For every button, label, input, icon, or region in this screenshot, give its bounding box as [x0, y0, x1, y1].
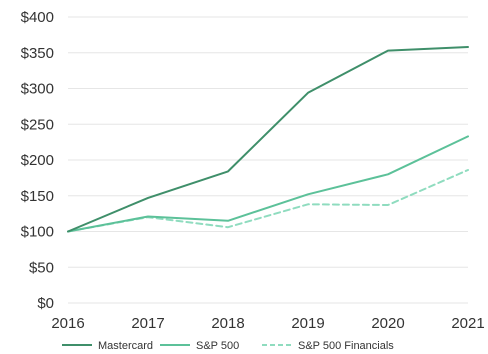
x-tick-label: 2021 — [451, 315, 484, 332]
x-tick-label: 2016 — [51, 315, 84, 332]
gridlines — [68, 16, 468, 304]
y-tick-label: $100 — [21, 224, 54, 241]
series-line-s-p-500 — [67, 135, 469, 233]
x-tick-label: 2019 — [291, 315, 324, 332]
series-lines — [67, 46, 469, 233]
legend: Mastercard S&P 500 S&P 500 Financials — [62, 340, 394, 352]
x-axis-ticks: 2016 2017 2018 2019 2020 2021 — [51, 315, 484, 332]
y-axis-ticks: $0 $50 $100 $150 $200 $250 $300 $350 $400 — [21, 9, 54, 312]
y-tick-label: $400 — [21, 9, 54, 26]
y-tick-label: $50 — [29, 259, 54, 276]
x-tick-label: 2020 — [371, 315, 404, 332]
y-tick-label: $300 — [21, 81, 54, 98]
y-tick-label: $0 — [37, 295, 54, 312]
legend-label: Mastercard — [98, 340, 153, 352]
y-tick-label: $200 — [21, 152, 54, 169]
x-tick-label: 2018 — [211, 315, 244, 332]
y-tick-label: $150 — [21, 188, 54, 205]
y-tick-label: $250 — [21, 116, 54, 133]
legend-label: S&P 500 — [196, 340, 239, 352]
series-line-mastercard — [67, 46, 469, 233]
x-tick-label: 2017 — [131, 315, 164, 332]
legend-label: S&P 500 Financials — [298, 340, 394, 352]
series-line-s-p-500-financials — [67, 169, 469, 233]
y-tick-label: $350 — [21, 45, 54, 62]
